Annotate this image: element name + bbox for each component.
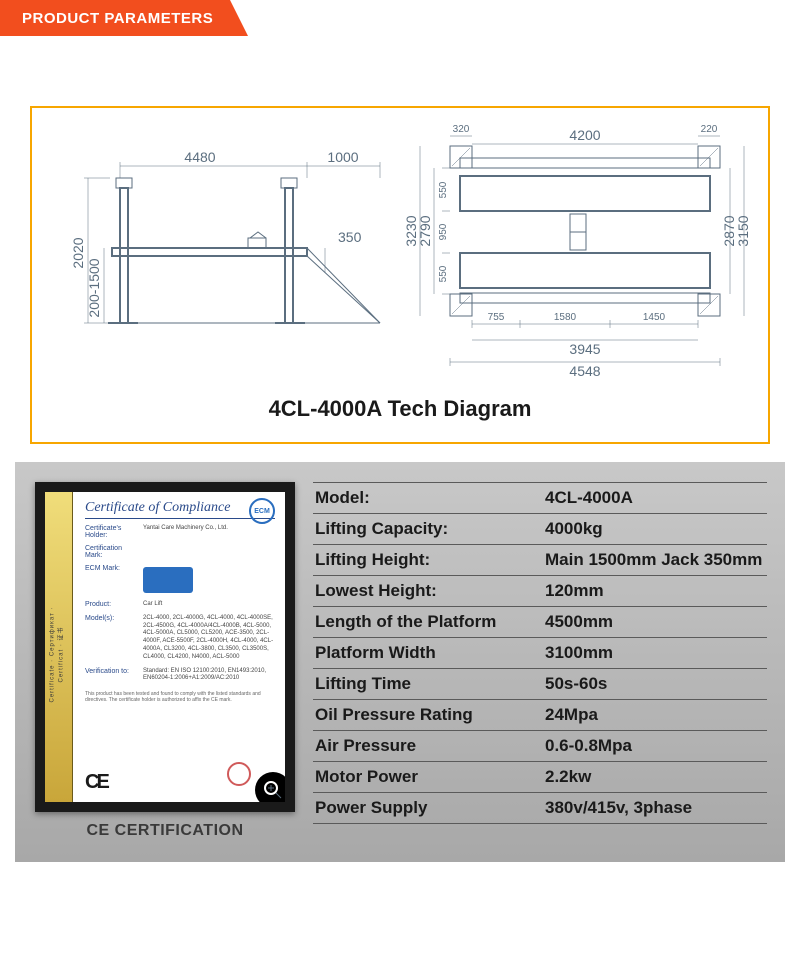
- spec-row: Power Supply380v/415v, 3phase: [313, 793, 767, 824]
- dim-overall-height: 2020: [70, 237, 86, 268]
- spec-label: Model:: [315, 488, 545, 508]
- spec-label: Platform Width: [315, 643, 545, 663]
- dim-post-w2: 220: [701, 124, 718, 135]
- certificate-field-key: Verification to:: [85, 668, 137, 684]
- spec-row: Length of the Platform4500mm: [313, 607, 767, 638]
- dim-gap-bot: 550: [438, 265, 449, 282]
- certificate-field: Verification to: Standard: EN ISO 12100:2…: [85, 668, 275, 684]
- ecm-badge-icon: ECM: [249, 498, 275, 524]
- spec-panel: Certificate · Сертификат · Certificat · …: [15, 462, 785, 862]
- spec-value: 4CL-4000A: [545, 488, 765, 508]
- dim-post-w1: 320: [453, 124, 470, 135]
- spec-label: Motor Power: [315, 767, 545, 787]
- dim-overall-length: 4548: [569, 363, 600, 378]
- certificate-side-label: Certificate · Сертификат · Certificat · …: [50, 595, 65, 715]
- certificate-field-key: Certificate's Holder:: [85, 525, 137, 539]
- certificate-field-key: Product:: [85, 601, 137, 609]
- section-header: PRODUCT PARAMETERS: [0, 0, 800, 36]
- spec-value: 4500mm: [545, 612, 765, 632]
- certificate-title: Certificate of Compliance: [85, 500, 275, 519]
- certificate-caption: CE CERTIFICATION: [35, 822, 295, 840]
- dim-seg2: 1580: [554, 312, 577, 323]
- spec-table: Model:4CL-4000ALifting Capacity:4000kgLi…: [313, 482, 767, 840]
- spec-row: Oil Pressure Rating24Mpa: [313, 700, 767, 731]
- spec-value: Main 1500mm Jack 350mm: [545, 550, 765, 570]
- certificate-body: Certificate of Compliance ECM Certificat…: [73, 492, 285, 802]
- zoom-button[interactable]: [255, 772, 291, 808]
- spec-value: 380v/415v, 3phase: [545, 798, 765, 818]
- certificate-field-key: Model(s):: [85, 615, 137, 662]
- ce-mark-icon: CE: [85, 771, 107, 794]
- spec-row: Model:4CL-4000A: [313, 482, 767, 514]
- certificate-footnote: This product has been tested and found t…: [85, 691, 275, 703]
- spec-label: Length of the Platform: [315, 612, 545, 632]
- spec-value: 50s-60s: [545, 674, 765, 694]
- spec-row: Motor Power2.2kw: [313, 762, 767, 793]
- spec-label: Oil Pressure Rating: [315, 705, 545, 725]
- certificate-frame: Certificate · Сертификат · Certificat · …: [35, 482, 295, 812]
- spec-row: Lifting Time50s-60s: [313, 669, 767, 700]
- dim-gap-top: 550: [438, 181, 449, 198]
- tech-diagram: 4480 1000 350 2020 200-1500: [42, 118, 758, 378]
- spec-label: Lifting Height:: [315, 550, 545, 570]
- certificate-field: Product: Car Lift: [85, 601, 275, 609]
- certificate-field: ECM Mark:: [85, 565, 275, 595]
- dim-outer-width-r: 3150: [735, 215, 750, 246]
- spec-value: 3100mm: [545, 643, 765, 663]
- certificate-column: Certificate · Сертификат · Certificat · …: [35, 482, 295, 840]
- spec-row: Air Pressure 0.6-0.8Mpa: [313, 731, 767, 762]
- stamp-icon: [227, 762, 251, 786]
- certificate-field: Model(s):2CL-4000, 2CL-4000G, 4CL-4000, …: [85, 615, 275, 662]
- spec-value: 0.6-0.8Mpa: [545, 736, 765, 756]
- spec-row: Platform Width3100mm: [313, 638, 767, 669]
- certificate-field: Certificate's Holder: Yantai Care Machine…: [85, 525, 275, 539]
- spec-value: 120mm: [545, 581, 765, 601]
- certificate-field-value: Car Lift: [143, 601, 275, 609]
- dim-ramp-length: 1000: [327, 149, 358, 165]
- spec-value: 4000kg: [545, 519, 765, 539]
- certificate-side-stripe: Certificate · Сертификат · Certificat · …: [45, 492, 73, 802]
- dim-seg1: 755: [488, 312, 505, 323]
- diagram-title: 4CL-4000A Tech Diagram: [42, 396, 758, 422]
- dim-min-max-height: 200-1500: [86, 258, 102, 317]
- spec-row: Lifting Height:Main 1500mm Jack 350mm: [313, 545, 767, 576]
- spec-row: Lowest Height:120mm: [313, 576, 767, 607]
- certificate-field-value: Yantai Care Machinery Co., Ltd.: [143, 525, 275, 539]
- spec-value: 2.2kw: [545, 767, 765, 787]
- spec-row: Lifting Capacity:4000kg: [313, 514, 767, 545]
- dim-mid-gap: 950: [438, 223, 449, 240]
- spec-label: Lifting Capacity:: [315, 519, 545, 539]
- certificate-field-value: [143, 545, 275, 559]
- header-title: PRODUCT PARAMETERS: [0, 0, 230, 36]
- spec-label: Power Supply: [315, 798, 545, 818]
- ecm-mark-icon: [143, 567, 193, 593]
- dim-ramp-rise: 350: [338, 229, 362, 245]
- spec-label: Lifting Time: [315, 674, 545, 694]
- dim-platform-length: 4480: [184, 149, 215, 165]
- certificate-field-value: [143, 565, 275, 595]
- dim-inner-length2: 3945: [569, 341, 600, 357]
- spec-label: Air Pressure: [315, 736, 545, 756]
- dim-inner-width: 2790: [417, 215, 433, 246]
- dim-inner-length: 4200: [569, 127, 600, 143]
- certificate-field: Certification Mark:: [85, 545, 275, 559]
- spec-label: Lowest Height:: [315, 581, 545, 601]
- certificate-field-key: ECM Mark:: [85, 565, 137, 595]
- certificate-field-value: 2CL-4000, 2CL-4000G, 4CL-4000, 4CL-4000S…: [143, 615, 275, 662]
- certificate-field-value: Standard: EN ISO 12100:2010, EN1493:2010…: [143, 668, 275, 684]
- magnifier-plus-icon: [263, 780, 283, 800]
- tech-diagram-panel: 4480 1000 350 2020 200-1500: [30, 106, 770, 444]
- certificate-field-key: Certification Mark:: [85, 545, 137, 559]
- dim-seg3: 1450: [643, 312, 666, 323]
- spec-value: 24Mpa: [545, 705, 765, 725]
